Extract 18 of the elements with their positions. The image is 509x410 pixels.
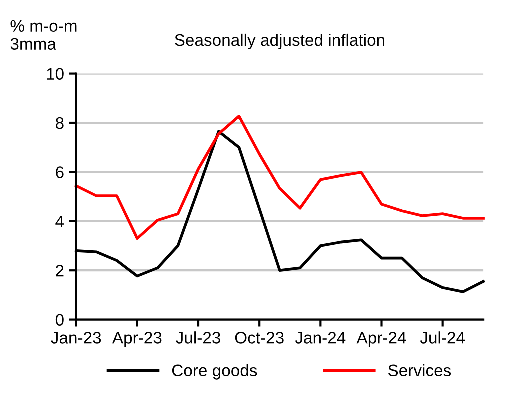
- line-series: [74, 114, 485, 240]
- y-tick-label: 10: [47, 68, 64, 80]
- x-tick-label: Oct-23: [235, 332, 284, 344]
- x-tick-label: Apr-24: [356, 332, 406, 348]
- y-tick-label: 4: [56, 216, 64, 228]
- y-tick-label: 0: [56, 314, 64, 326]
- x-tick-label: Apr-23: [112, 332, 162, 348]
- y-tick-label: 2: [56, 265, 64, 277]
- x-tick-label: Jan-23: [51, 332, 102, 344]
- x-tick-label: Jan-24: [295, 332, 346, 344]
- y-axis-title: % m-o-m 3mma: [10, 20, 77, 50]
- legend-label: Services: [388, 364, 452, 377]
- x-tick-label: Jul-24: [420, 332, 466, 344]
- legend-label: Core goods: [172, 364, 258, 380]
- y-tick-label: 8: [56, 117, 64, 130]
- x-tick-label: Jul-23: [176, 332, 220, 344]
- y-tick-label: 6: [56, 166, 64, 178]
- chart-title: Seasonally adjusted inflation: [175, 34, 384, 50]
